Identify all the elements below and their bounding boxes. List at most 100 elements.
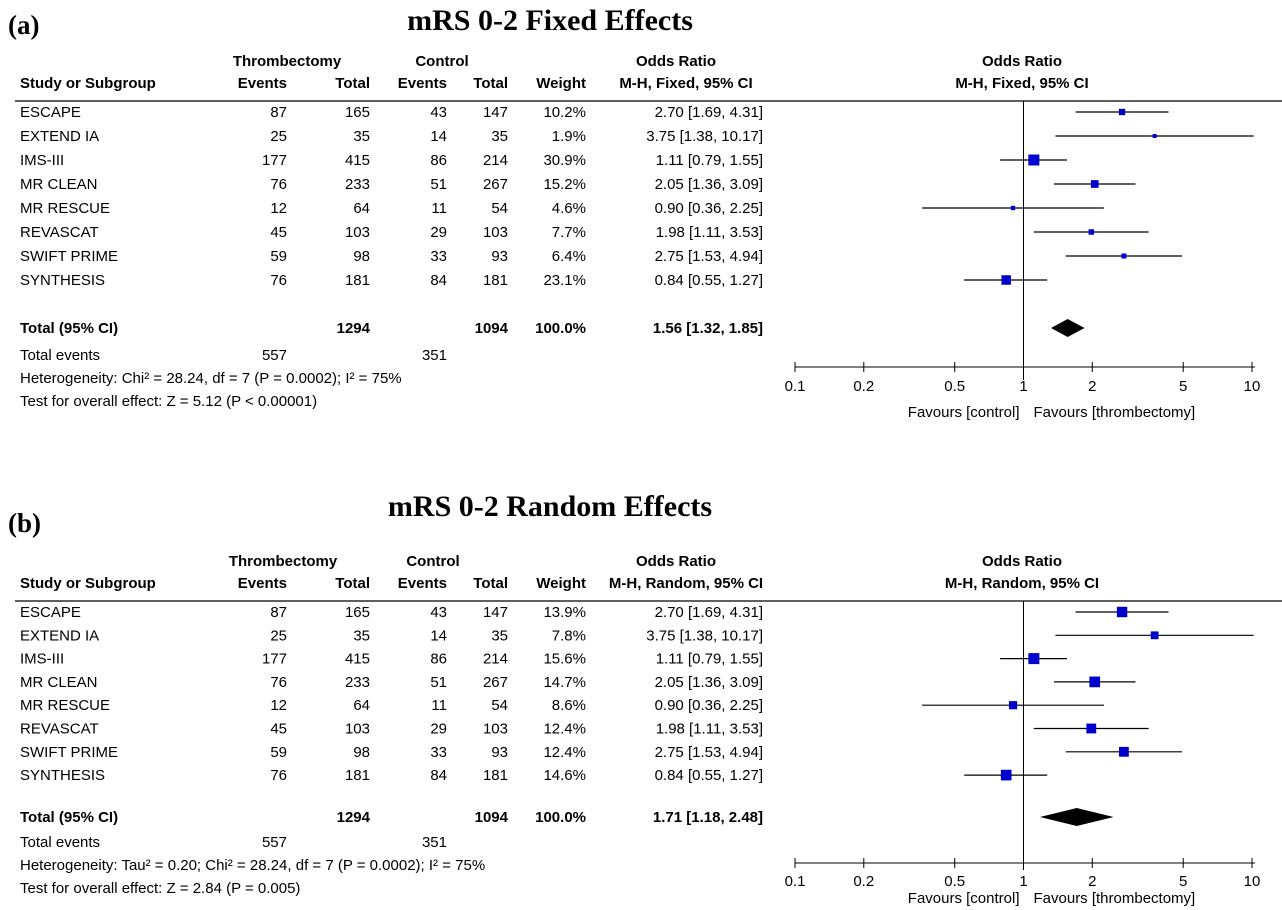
events-control: 51: [430, 674, 447, 691]
overall-effect-test: Test for overall effect: Z = 2.84 (P = 0…: [20, 880, 300, 897]
study-point: [1088, 229, 1095, 235]
events-thrombectomy: 87: [270, 604, 287, 621]
odds-ratio-ci: 0.84 [0.55, 1.27]: [655, 272, 763, 289]
events-control: 43: [430, 604, 447, 621]
x-axis-tick-label: 5: [1179, 873, 1187, 890]
total-thrombectomy: 415: [345, 651, 370, 668]
pooled-diamond: [1051, 319, 1085, 337]
events-thrombectomy: 76: [270, 674, 287, 691]
total-thrombectomy: 64: [353, 697, 370, 714]
header-events-control: Events: [398, 575, 447, 592]
study-name: MR CLEAN: [20, 176, 98, 193]
total-control: 181: [483, 767, 508, 784]
study-point: [1152, 134, 1157, 138]
total-control: 214: [483, 651, 508, 668]
weight: 15.2%: [543, 176, 586, 193]
events-control: 11: [431, 697, 447, 714]
weight: 30.9%: [543, 152, 586, 169]
x-axis-tick-label: 5: [1179, 378, 1187, 395]
total-control: 181: [483, 272, 508, 289]
events-control: 86: [430, 152, 447, 169]
study-name: REVASCAT: [20, 721, 99, 738]
favours-control-label: Favours [control]: [908, 890, 1020, 907]
total-control: 103: [483, 721, 508, 738]
total-control: 103: [483, 224, 508, 241]
total-weight: 100.0%: [535, 320, 586, 337]
study-point: [1028, 154, 1040, 166]
study-point: [1116, 606, 1128, 618]
events-control: 14: [430, 627, 447, 644]
events-control: 86: [430, 651, 447, 668]
x-axis-tick-label: 0.2: [853, 873, 874, 890]
study-name: MR RESCUE: [20, 200, 110, 217]
total-thrombectomy: 165: [345, 604, 370, 621]
header-weight: Weight: [536, 575, 586, 592]
events-thrombectomy: 25: [270, 627, 287, 644]
total-control: 35: [491, 128, 508, 145]
weight: 8.6%: [552, 697, 586, 714]
total-thrombectomy: 35: [353, 627, 370, 644]
x-axis-tick-label: 0.2: [853, 378, 874, 395]
events-thrombectomy: 59: [270, 248, 287, 265]
x-axis-tick-label: 0.1: [785, 378, 806, 395]
total-events-control: 351: [422, 834, 447, 851]
total-events-thrombectomy: 557: [262, 834, 287, 851]
odds-ratio-ci: 0.90 [0.36, 2.25]: [655, 200, 763, 217]
total-weight: 100.0%: [535, 809, 586, 826]
odds-ratio-ci: 2.70 [1.69, 4.31]: [655, 104, 763, 121]
events-thrombectomy: 12: [270, 697, 287, 714]
total-thrombectomy: 165: [345, 104, 370, 121]
total-control: 147: [483, 104, 508, 121]
events-thrombectomy: 76: [270, 176, 287, 193]
total-odds-ratio-ci: 1.56 [1.32, 1.85]: [653, 320, 763, 337]
forest-panel-random: (b) mRS 0-2 Random Effects Thrombectomy C…: [0, 470, 1282, 910]
odds-ratio-ci: 1.98 [1.11, 3.53]: [656, 721, 763, 738]
heterogeneity-stats: Heterogeneity: Chi² = 28.24, df = 7 (P =…: [20, 370, 402, 387]
panel-title: mRS 0-2 Random Effects: [387, 490, 713, 523]
heterogeneity-stats: Heterogeneity: Tau² = 0.20; Chi² = 28.24…: [20, 857, 485, 874]
events-thrombectomy: 177: [262, 152, 287, 169]
header-total-thrombectomy: Total: [335, 75, 370, 92]
total-control: 93: [491, 744, 508, 761]
study-name: SYNTHESIS: [20, 767, 105, 784]
x-axis-tick-label: 10: [1244, 873, 1261, 890]
odds-ratio-ci: 0.90 [0.36, 2.25]: [655, 697, 763, 714]
study-name: SWIFT PRIME: [20, 744, 118, 761]
events-control: 29: [430, 721, 447, 738]
odds-ratio-ci: 0.84 [0.55, 1.27]: [655, 767, 763, 784]
header-method: M-H, Random, 95% CI: [609, 575, 763, 592]
total-events-thrombectomy: 557: [262, 347, 287, 364]
events-thrombectomy: 45: [270, 721, 287, 738]
total-control: 214: [483, 152, 508, 169]
study-point: [1001, 275, 1011, 285]
total-control: 267: [483, 674, 508, 691]
weight: 1.9%: [552, 128, 586, 145]
events-thrombectomy: 25: [270, 128, 287, 145]
total-events-label: Total events: [20, 347, 100, 364]
events-thrombectomy: 76: [270, 272, 287, 289]
study-name: SWIFT PRIME: [20, 248, 118, 265]
total-thrombectomy: 98: [353, 744, 370, 761]
header-group-thrombectomy: Thrombectomy: [233, 53, 342, 70]
weight: 14.7%: [543, 674, 586, 691]
total-thrombectomy: 103: [345, 224, 370, 241]
study-point: [1121, 253, 1127, 259]
odds-ratio-ci: 1.98 [1.11, 3.53]: [656, 224, 763, 241]
total-control-n: 1094: [475, 320, 509, 337]
events-control: 29: [430, 224, 447, 241]
study-point: [1086, 723, 1097, 734]
total-thrombectomy: 233: [345, 674, 370, 691]
forest-panel-fixed: (a) mRS 0-2 Fixed Effects Thrombectomy Co…: [0, 0, 1282, 440]
study-point: [1150, 631, 1159, 640]
events-control: 51: [430, 176, 447, 193]
total-control-n: 1094: [475, 809, 509, 826]
events-thrombectomy: 12: [270, 200, 287, 217]
study-name: EXTEND IA: [20, 128, 99, 145]
study-name: MR CLEAN: [20, 674, 98, 691]
total-thrombectomy-n: 1294: [337, 809, 371, 826]
weight: 12.4%: [543, 744, 586, 761]
header-method: M-H, Fixed, 95% CI: [619, 75, 752, 92]
total-thrombectomy: 415: [345, 152, 370, 169]
x-axis-tick-label: 2: [1088, 873, 1096, 890]
x-axis-tick-label: 1: [1019, 378, 1027, 395]
